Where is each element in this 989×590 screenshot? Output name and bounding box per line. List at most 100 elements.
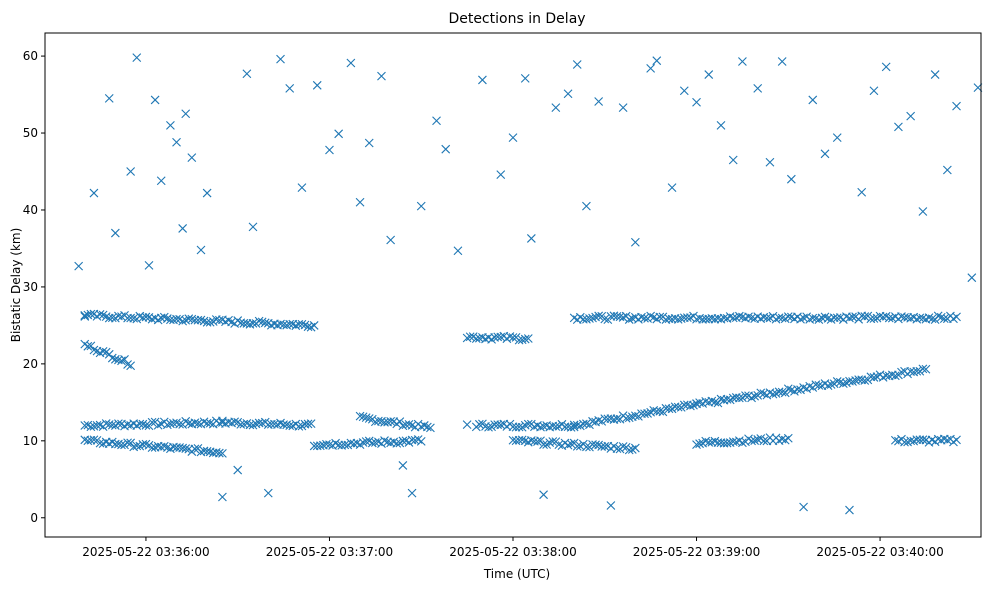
y-tick-label: 40 [23,203,38,217]
data-point [132,53,142,63]
track-point [738,438,747,448]
track-point [682,313,692,322]
track-point [294,422,304,431]
track-point [869,314,879,323]
data-point [765,157,775,167]
data-point [845,505,854,515]
track-point [306,419,316,429]
data-point [906,111,916,121]
track-point [89,345,99,355]
track-point [159,441,169,451]
y-tick-label: 50 [23,126,38,140]
data-point [869,86,879,96]
track-point [422,422,432,432]
track-point [358,438,368,447]
track-point [796,314,805,324]
track-point [646,311,656,321]
track-point [710,397,720,407]
track-point [600,442,610,451]
track-point [707,396,717,406]
track-point [750,436,760,445]
track-point [230,417,240,427]
track-point [107,353,117,363]
data-point [594,97,604,106]
track-point [214,448,224,458]
data-point [166,120,175,130]
track-point [303,419,313,429]
data-point [202,188,212,198]
data-point [150,95,160,105]
data-point [263,488,273,498]
track-point [624,413,634,423]
track-point [358,412,368,422]
x-tick-label: 2025-05-22 03:39:00 [633,545,760,559]
track-point [465,332,475,342]
data-point [606,501,616,510]
track-point [474,419,484,429]
track-point [768,389,778,399]
track-point [101,419,111,428]
track-point [392,438,402,448]
track-point [890,371,900,381]
data-point [80,311,90,320]
track-point [554,440,564,449]
track-point [114,419,123,428]
data-point [808,95,818,105]
track-point [248,420,258,430]
track-point [123,438,132,448]
track-point [783,433,793,443]
track-point [523,419,533,429]
track-point [869,373,879,382]
track-point [848,312,857,322]
y-tick-label: 60 [23,49,38,63]
track-point [673,402,683,412]
track-point [897,367,906,377]
track-point [340,440,350,450]
x-tick-label: 2025-05-22 03:37:00 [266,545,393,559]
x-tick-label: 2025-05-22 03:38:00 [449,545,576,559]
track-point [594,415,604,425]
track-point [539,440,548,450]
track-point [942,435,952,445]
track-point [254,316,264,326]
y-tick-label: 30 [23,280,38,294]
track-point [404,419,414,429]
track-point [618,442,628,451]
track-point [242,419,252,428]
track-point [172,418,181,428]
data-point [364,138,374,148]
track-point [147,417,157,427]
data-point [377,71,386,81]
data-point [652,56,662,66]
track-point [848,377,857,386]
track-point [860,312,870,321]
data-point [952,101,961,111]
data-point [178,224,188,233]
data-point [297,183,307,193]
track-point [832,377,842,386]
y-tick-label: 20 [23,357,38,371]
track-point [582,419,591,429]
track-point [364,414,374,423]
track-point [695,439,704,449]
track-point [630,443,640,453]
track-point [248,318,258,328]
track-point [741,391,750,401]
y-tick-label: 10 [23,434,38,448]
track-point [744,312,753,322]
track-point [126,361,136,371]
track-point [153,420,163,430]
track-point [707,313,717,323]
track-point [612,444,622,454]
data-point [242,69,252,79]
data-point [346,58,356,68]
track-point [205,418,215,428]
track-point [952,435,961,445]
data-point [539,490,548,500]
data-point [144,260,154,270]
data-point [646,64,656,73]
track-point [756,388,766,398]
track-point [777,387,787,397]
data-point [738,57,747,66]
data-point [398,461,408,470]
